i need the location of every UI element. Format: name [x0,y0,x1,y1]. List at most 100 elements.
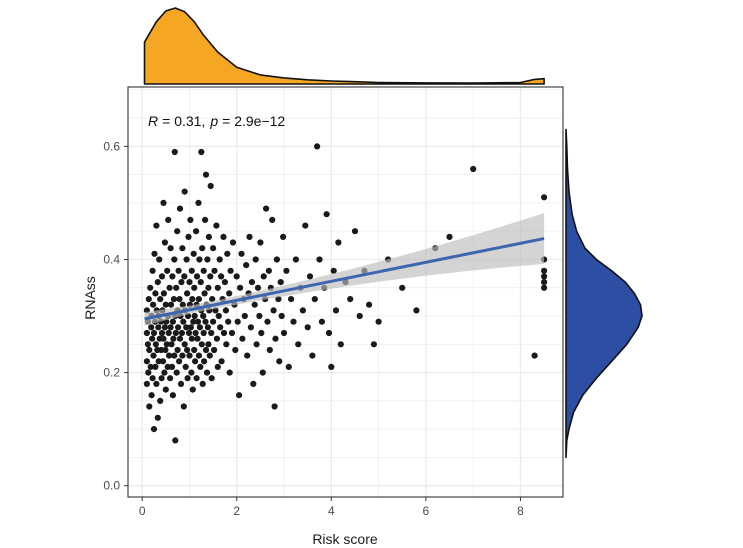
data-point [290,318,297,325]
data-point [179,301,186,308]
data-point [276,358,283,365]
data-point [196,324,203,331]
data-point [162,386,169,393]
data-point [175,267,182,274]
data-point [270,307,277,314]
data-point [161,324,168,331]
data-point [187,216,194,223]
y-tick-label: 0.6 [103,139,120,153]
data-point [541,279,548,286]
data-point [244,352,251,359]
data-point [541,273,548,280]
data-point [259,369,266,376]
data-point [165,216,172,223]
data-point [199,245,206,252]
data-point [311,296,318,303]
correlation-annotation: R = 0.31, p = 2.9e−12 [148,113,285,129]
data-point [370,341,377,348]
data-point [304,324,311,331]
data-point [201,358,208,365]
data-point [228,329,236,337]
data-point [226,290,233,297]
y-tick-label: 0.0 [103,479,120,493]
data-point [150,352,157,359]
data-point [188,267,195,274]
data-point [288,296,295,303]
data-point [158,329,166,337]
data-point [256,312,263,320]
data-point [165,329,172,337]
data-point [178,329,185,337]
data-point [169,392,176,399]
data-point [220,329,228,337]
data-point [199,380,206,387]
data-point [173,369,180,376]
data-point [356,312,363,320]
data-point [156,256,163,263]
data-point [186,279,193,286]
data-point [241,312,248,320]
data-point [193,273,201,280]
data-point [191,312,198,320]
data-point [337,341,344,348]
data-point [167,301,175,308]
data-point [318,318,325,325]
x-tick-label: 6 [423,504,430,518]
data-point [221,279,228,286]
data-point [143,329,150,337]
data-point [229,239,237,246]
data-point [399,284,406,291]
data-point [366,301,373,308]
data-point [272,335,279,342]
data-point [214,363,221,370]
data-point [168,341,175,348]
data-point [252,256,259,263]
risk-score-density-area [143,7,545,85]
data-point [194,335,201,342]
data-point [236,392,243,399]
regression-line [144,237,545,321]
data-point [213,335,220,342]
panel-background [128,87,563,497]
data-point [184,375,191,382]
p-symbol: p [209,113,218,129]
x-tick-label: 8 [517,504,524,518]
data-point [202,318,209,325]
data-point [196,256,203,263]
data-point [172,437,179,444]
data-point [243,262,250,269]
data-point [189,296,196,303]
data-point [204,256,211,263]
y-axis-title: RNAss [82,276,98,320]
data-point [168,363,176,370]
data-point [153,222,160,229]
data-point [161,369,168,376]
data-point [158,346,165,354]
data-point [218,273,225,280]
data-point [233,273,240,280]
data-point [153,380,160,387]
data-point [254,284,262,291]
data-point [155,324,162,331]
data-point [264,318,271,325]
data-point [203,369,211,376]
data-point [328,363,335,370]
data-point [170,335,177,342]
data-point [150,426,158,433]
data-point [257,239,264,246]
data-point [190,250,197,257]
x-tick-label: 4 [328,504,335,518]
data-point [181,341,188,348]
data-point [161,239,168,246]
data-point [218,358,225,365]
data-point [214,284,221,291]
data-point [198,341,205,348]
data-point [197,363,204,370]
data-point [215,312,222,320]
data-point [247,324,254,331]
data-point [295,341,302,348]
data-point [258,329,265,337]
r-value: = 0.31, [162,113,205,129]
data-point [531,352,538,359]
data-point [171,352,178,359]
